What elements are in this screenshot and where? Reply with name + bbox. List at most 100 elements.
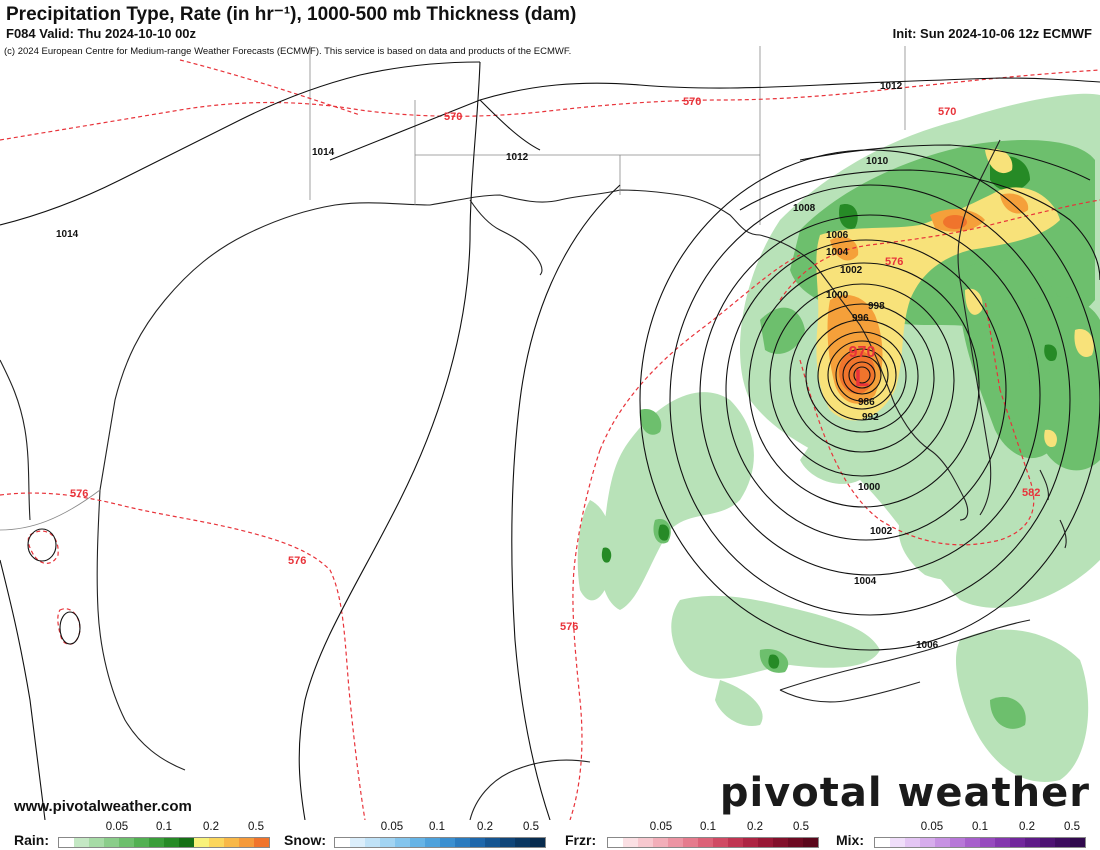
legend-swatch [623,838,638,847]
legend-tick: 0.05 [920,821,944,833]
isobar-label: 986 [858,397,875,408]
weather-map[interactable]: 1012 1014 1012 1014 1010 1008 1006 1004 … [0,46,1100,820]
map-header: Precipitation Type, Rate (in hr⁻¹), 1000… [0,0,1100,46]
website-url[interactable]: www.pivotalweather.com [14,798,192,815]
legend-swatch [950,838,965,847]
legend-rain-bar [58,837,270,848]
legend-mix-label: Mix: [836,832,864,848]
legend-swatch [803,838,818,847]
low-center-marker: L [855,365,870,392]
legend-snow-bar [334,837,546,848]
isobar-label: 1002 [840,265,863,276]
legend-swatch [239,838,254,847]
legend-swatch [515,838,530,847]
legend-swatch [1055,838,1070,847]
thickness-label: 582 [1022,487,1040,499]
isobar-label: 1012 [506,152,529,163]
legend-swatch [773,838,788,847]
isobar-label: 1012 [880,81,903,92]
legend-swatch [89,838,104,847]
thickness-label: 576 [885,256,903,268]
legend-swatch [608,838,623,847]
legend-tick: 0.05 [105,821,129,833]
legend-swatch [683,838,698,847]
isobar-label: 996 [852,313,869,324]
isobar-label: 992 [862,412,879,423]
isobar-label: 1004 [826,247,849,258]
legend-swatch [425,838,440,847]
precip-legend: Rain: 0.05 0.1 0.2 0.5 Snow: 0.05 0.1 0.… [0,820,1100,850]
legend-swatch [59,838,74,847]
legend-tick: 0.2 [747,821,763,833]
isobars [0,61,1100,820]
legend-tick: 0.5 [1064,821,1080,833]
legend-frzr-label: Frzr: [565,832,597,848]
legend-frzr-bar [607,837,819,848]
isobar-label: 1014 [56,229,79,240]
legend-rain: Rain: 0.05 0.1 0.2 0.5 [0,820,275,850]
legend-swatch [980,838,995,847]
isobar-label: 1008 [793,203,816,214]
legend-swatch [905,838,920,847]
pivotal-weather-logo: pivotal weather [719,770,1090,816]
legend-tick: 0.5 [793,821,809,833]
legend-tick: 0.1 [156,821,172,833]
legend-swatch [410,838,425,847]
thickness-label: 576 [288,555,306,567]
legend-swatch [500,838,515,847]
map-title: Precipitation Type, Rate (in hr⁻¹), 1000… [6,4,577,25]
legend-swatch [470,838,485,847]
legend-swatch [653,838,668,847]
isobar-label: 1004 [854,576,877,587]
legend-tick: 0.5 [523,821,539,833]
legend-swatch [965,838,980,847]
isobar-label: 1002 [870,526,893,537]
legend-tick: 0.5 [248,821,264,833]
legend-tick: 0.1 [972,821,988,833]
legend-swatch [995,838,1010,847]
legend-swatch [134,838,149,847]
legend-swatch [638,838,653,847]
isobar-label: 1010 [866,156,889,167]
legend-swatch [758,838,773,847]
thickness-contours [0,59,1100,820]
legend-tick: 0.1 [429,821,445,833]
legend-swatch [194,838,209,847]
legend-tick: 0.2 [477,821,493,833]
thickness-label: 570 [444,111,462,123]
legend-snow: Snow: 0.05 0.1 0.2 0.5 [282,820,552,850]
copyright-notice: (c) 2024 European Centre for Medium-rang… [4,46,572,57]
legend-swatch [209,838,224,847]
legend-swatch [74,838,89,847]
legend-swatch [380,838,395,847]
state-borders [0,46,906,531]
legend-swatch [395,838,410,847]
isobar-label: 1000 [826,290,849,301]
legend-swatch [149,838,164,847]
legend-mix: Mix: 0.05 0.1 0.2 0.5 [834,820,1096,850]
isobar-label: 1006 [826,230,849,241]
legend-swatch [713,838,728,847]
thickness-label: 570 [683,96,701,108]
legend-swatch [1010,838,1025,847]
isobar-label: 998 [868,301,885,312]
legend-swatch [179,838,194,847]
legend-swatch [1070,838,1085,847]
precip-rain-intense [839,215,967,394]
legend-swatch [530,838,545,847]
legend-swatch [440,838,455,847]
valid-time: F084 Valid: Thu 2024-10-10 00z [6,26,197,41]
legend-tick: 0.1 [700,821,716,833]
isobar-label: 1014 [312,147,335,158]
isobar-label: 1006 [916,640,939,651]
thickness-label: 570 [938,106,956,118]
legend-tick: 0.2 [203,821,219,833]
low-pressure-value: 970 [849,344,876,361]
low-pressure-center[interactable]: 970 L [849,344,876,392]
legend-tick: 0.05 [649,821,673,833]
legend-swatch [728,838,743,847]
legend-swatch [455,838,470,847]
legend-rain-label: Rain: [14,832,49,848]
legend-swatch [485,838,500,847]
legend-swatch [365,838,380,847]
